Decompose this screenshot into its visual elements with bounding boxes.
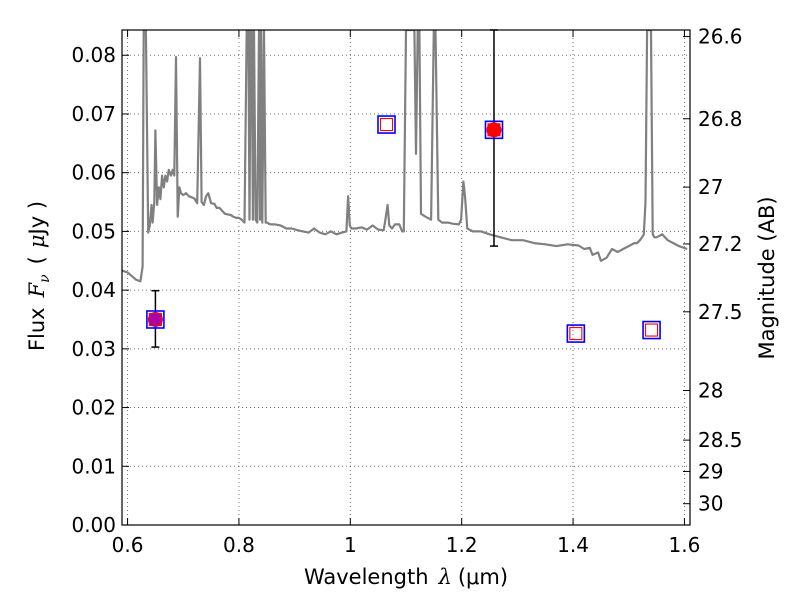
x-axis-ticks: 0.6 0.8 1 1.2 1.4 1.6 (112, 30, 701, 557)
x-tick-label: 1 (344, 533, 357, 557)
x-axis-title-prefix: Wavelength (304, 565, 429, 589)
y2-tick-label: 27.2 (698, 232, 743, 256)
model-point-inner (379, 117, 394, 132)
x-axis-title: Wavelength λ (μm) (304, 565, 508, 589)
y2-tick-label: 28 (698, 378, 723, 402)
model-point-outer (377, 115, 396, 134)
y-tick-label: 0.00 (71, 513, 116, 537)
x-axis-title-unit: (μm) (458, 565, 508, 589)
model-spectrum-layer (122, 30, 688, 283)
model-point-outer (566, 324, 586, 343)
y2-tick-label: 26.6 (698, 25, 743, 49)
x-tick-label: 0.6 (112, 533, 144, 557)
y-tick-label: 0.07 (71, 102, 116, 126)
x-tick-label: 0.8 (223, 533, 255, 557)
y2-axis-title: Magnitude (AB) (755, 196, 779, 359)
y2-tick-label: 30 (698, 492, 723, 516)
y2-tick-label: 29 (698, 459, 723, 483)
y-tick-label: 0.01 (71, 454, 116, 478)
model-point-inner (487, 123, 501, 137)
y2-tick-label: 27 (698, 175, 723, 199)
y-axis-title-unit-open: ( (25, 256, 49, 264)
y-axis-title-unit-close: Jy ) (25, 201, 49, 237)
x-tick-label: 1.4 (557, 533, 589, 557)
y-axis-title: Flux Fν ( μJy ) (25, 201, 53, 351)
plot-frame (121, 29, 691, 526)
observed-point (147, 311, 163, 327)
model-point-inner (148, 312, 162, 327)
y-axis-title-unit-mu: μ (25, 234, 49, 248)
y2-tick-label: 28.5 (698, 428, 743, 452)
y2-axis-ticks: 26.6 26.8 27 27.2 27.5 28 28.5 29 30 (683, 25, 743, 516)
y-axis-title-subscript: ν (37, 274, 53, 283)
observed-point (486, 122, 502, 138)
y-tick-label: 0.02 (71, 396, 116, 420)
y-tick-label: 0.06 (71, 161, 116, 185)
model-point-outer (146, 310, 165, 329)
x-axis-title-symbol: λ (438, 565, 452, 589)
model-point-inner (569, 327, 583, 341)
y2-tick-label: 27.5 (698, 300, 743, 324)
y-axis-title-prefix: Flux (25, 307, 49, 351)
y-tick-label: 0.05 (71, 219, 116, 243)
y-axis-title-symbol: F (25, 281, 49, 298)
model-spectrum-line (122, 30, 688, 283)
y2-tick-label: 26.8 (698, 107, 743, 131)
model-point-outer (484, 120, 504, 140)
y-tick-label: 0.04 (71, 278, 116, 302)
y-tick-label: 0.03 (71, 337, 116, 361)
y-tick-label: 0.08 (71, 43, 116, 67)
x-tick-label: 1.6 (669, 533, 701, 557)
model-point-outer (642, 320, 661, 340)
model-point-inner (645, 323, 659, 337)
x-tick-label: 1.2 (446, 533, 478, 557)
y-axis-ticks: 0.00 0.01 0.02 0.03 0.04 0.05 0.06 0.07 0.08 (71, 43, 129, 537)
